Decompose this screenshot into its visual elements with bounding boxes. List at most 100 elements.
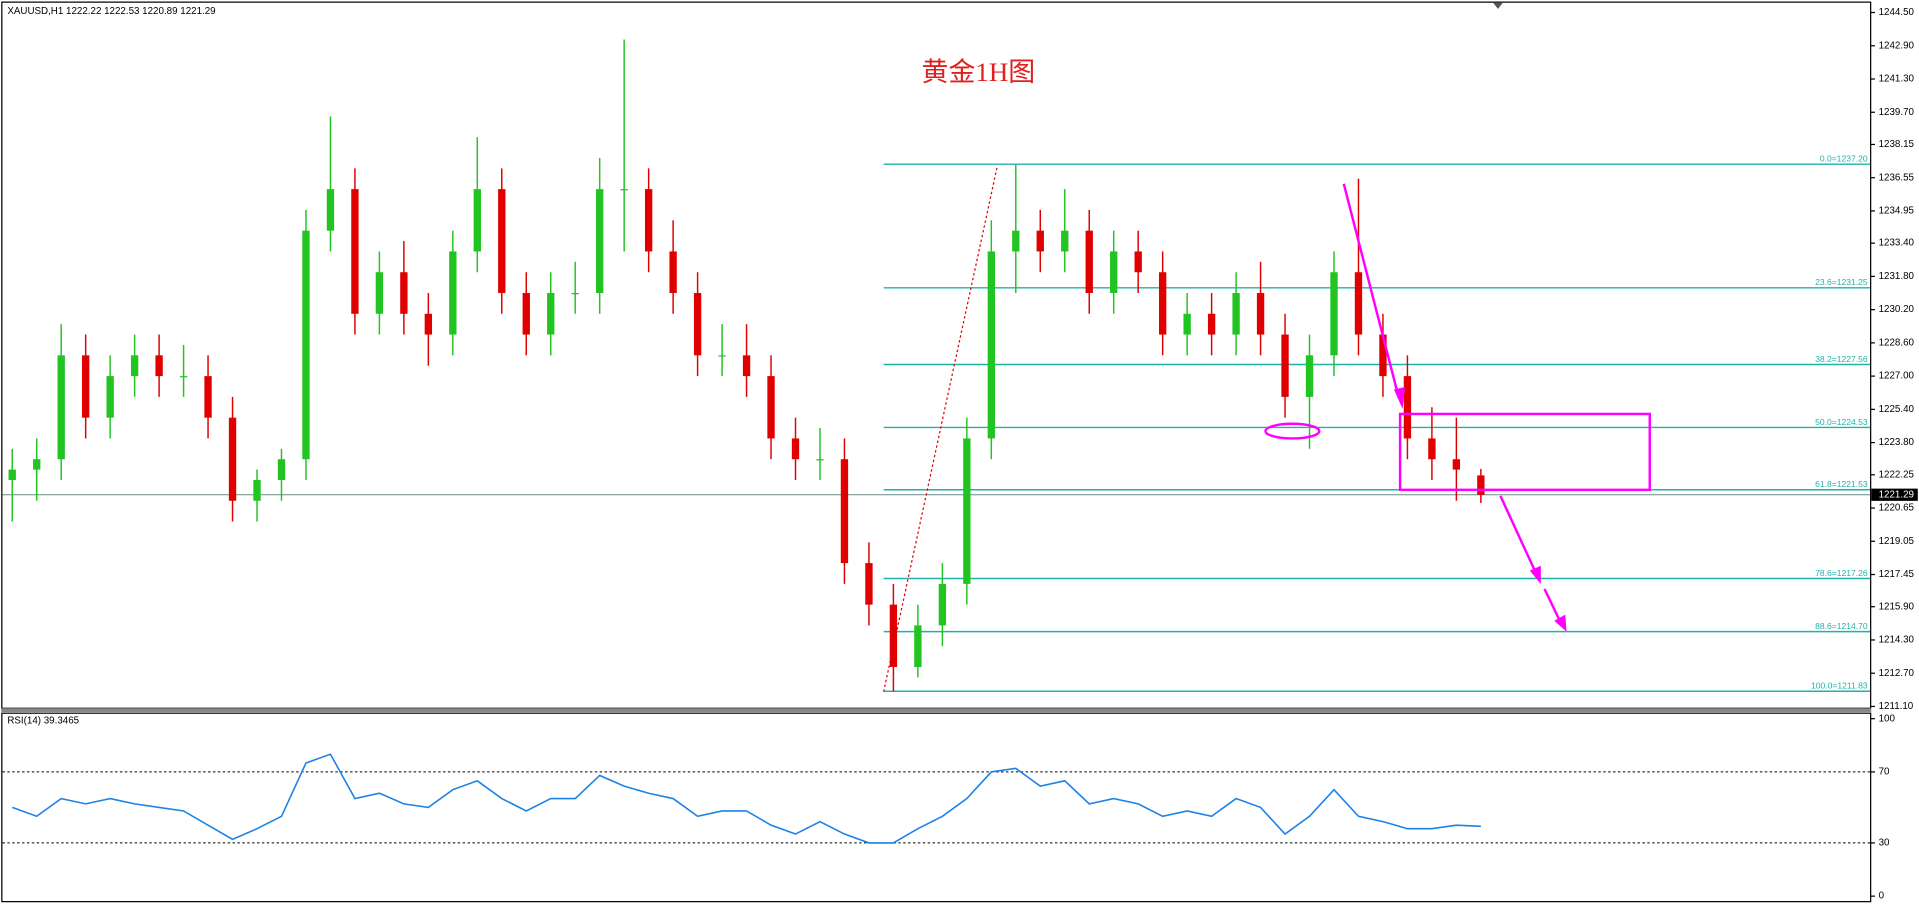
candle-body [840,459,849,564]
scroll-marker [1493,2,1503,9]
candle-body [596,189,604,294]
y-tick-label: 1220.65 [1879,503,1915,514]
candle-body [253,479,261,501]
fib-label: 23.6=1231.25 [1815,277,1868,287]
candle-body [1428,438,1436,460]
candle-body [1183,313,1191,335]
fib-label: 88.6=1214.70 [1815,621,1868,631]
y-tick-label: 1234.95 [1879,206,1915,217]
y-tick-label: 1219.05 [1879,536,1915,547]
candle-body [1330,272,1338,356]
y-tick-label: 1233.40 [1879,238,1915,249]
candle-body [767,376,775,439]
candle-body [1403,376,1412,439]
y-tick-label: 1214.30 [1879,635,1915,646]
candle-body [987,251,995,439]
y-tick-label: 1228.60 [1879,337,1915,348]
candle-body [1232,293,1240,335]
fib-label: 61.8=1221.53 [1815,479,1868,489]
candle-body [498,189,506,294]
candle-body [1207,313,1216,335]
y-tick-label: 1244.50 [1879,7,1915,18]
candle-body [522,293,530,335]
candle-body [1477,475,1485,495]
candle-body [473,189,481,252]
y-tick-label: 0 [1879,891,1885,902]
candle-body [963,438,971,584]
candle-body [179,376,188,378]
candle-body [742,355,751,377]
arrow-head [1393,387,1405,410]
annotations [883,165,1651,692]
candle-body [155,355,163,377]
rsi-frame [1,712,1872,903]
chart-title: 黄金1H图 [922,57,1036,87]
candle-body [33,459,41,470]
arrow-head [1554,614,1567,632]
y-tick-label: 1238.15 [1879,139,1915,150]
candle-body [81,355,90,418]
y-tick-label: 1241.30 [1879,74,1915,85]
y-tick-label: 1225.40 [1879,404,1915,415]
candle-body [351,189,359,314]
candle-body [106,376,114,418]
candle-body [816,459,824,461]
candle-body [1379,334,1387,377]
rsi-label: RSI(14) 39.3465 [7,716,79,727]
fib-label: 100.0=1211.83 [1811,681,1868,691]
candle-body [449,251,457,335]
candle-body [865,563,873,605]
current-price-label: 1221.29 [1879,489,1914,500]
current-price-tag [1871,488,1918,501]
candle-body [693,293,702,356]
candle-body [791,438,800,460]
candle-body [1036,230,1044,252]
fib-base-line [883,165,999,692]
candle-body [8,469,16,480]
candle-body [1012,230,1020,252]
candle-body [1452,459,1461,470]
consolidation-box [1398,412,1651,492]
y-tick-label: 1222.25 [1879,469,1915,480]
y-tick-label: 1215.90 [1879,601,1915,612]
y-tick-label: 1242.90 [1879,40,1915,51]
candle-body [547,293,555,335]
fib-label: 50.0=1224.53 [1815,417,1868,427]
candle-body [130,355,139,377]
candle-body [1110,251,1118,294]
fib-label: 0.0=1237.20 [1820,154,1868,164]
candle-body [571,293,579,295]
candle-body [914,625,922,667]
y-tick-label: 30 [1879,838,1890,849]
candle-body [669,251,677,294]
y-tick-label: 1211.10 [1879,701,1914,712]
y-tick-label: 70 [1879,767,1890,778]
fib-label: 78.6=1217.26 [1815,568,1868,578]
candle-body [718,355,726,357]
candle-body [326,189,335,231]
candle-body [1305,355,1314,397]
trend-arrow [1342,183,1401,399]
candle-body [375,272,384,314]
y-tick-label: 1230.20 [1879,304,1915,315]
y-tick-label: 100 [1879,713,1896,724]
y-tick-label: 1236.55 [1879,172,1915,183]
candle-body [1158,272,1167,335]
y-tick-label: 1239.70 [1879,107,1915,118]
candle-body [620,189,628,191]
candle-body [1061,230,1069,252]
candle-body [1281,334,1289,397]
candle-body [228,417,237,501]
y-tick-label: 1223.80 [1879,437,1915,448]
candle-body [889,604,898,667]
candle-body [1256,293,1265,335]
header: XAUUSD,H1 1222.22 1222.53 1220.89 1221.2… [7,6,215,17]
y-tick-label: 1217.45 [1879,569,1915,580]
candle-body [204,376,212,418]
candle-body [938,583,947,626]
fib-label: 38.2=1227.56 [1815,354,1868,364]
candle-body [424,313,433,335]
candle-body [1354,272,1363,335]
arrow-head [1529,565,1541,585]
